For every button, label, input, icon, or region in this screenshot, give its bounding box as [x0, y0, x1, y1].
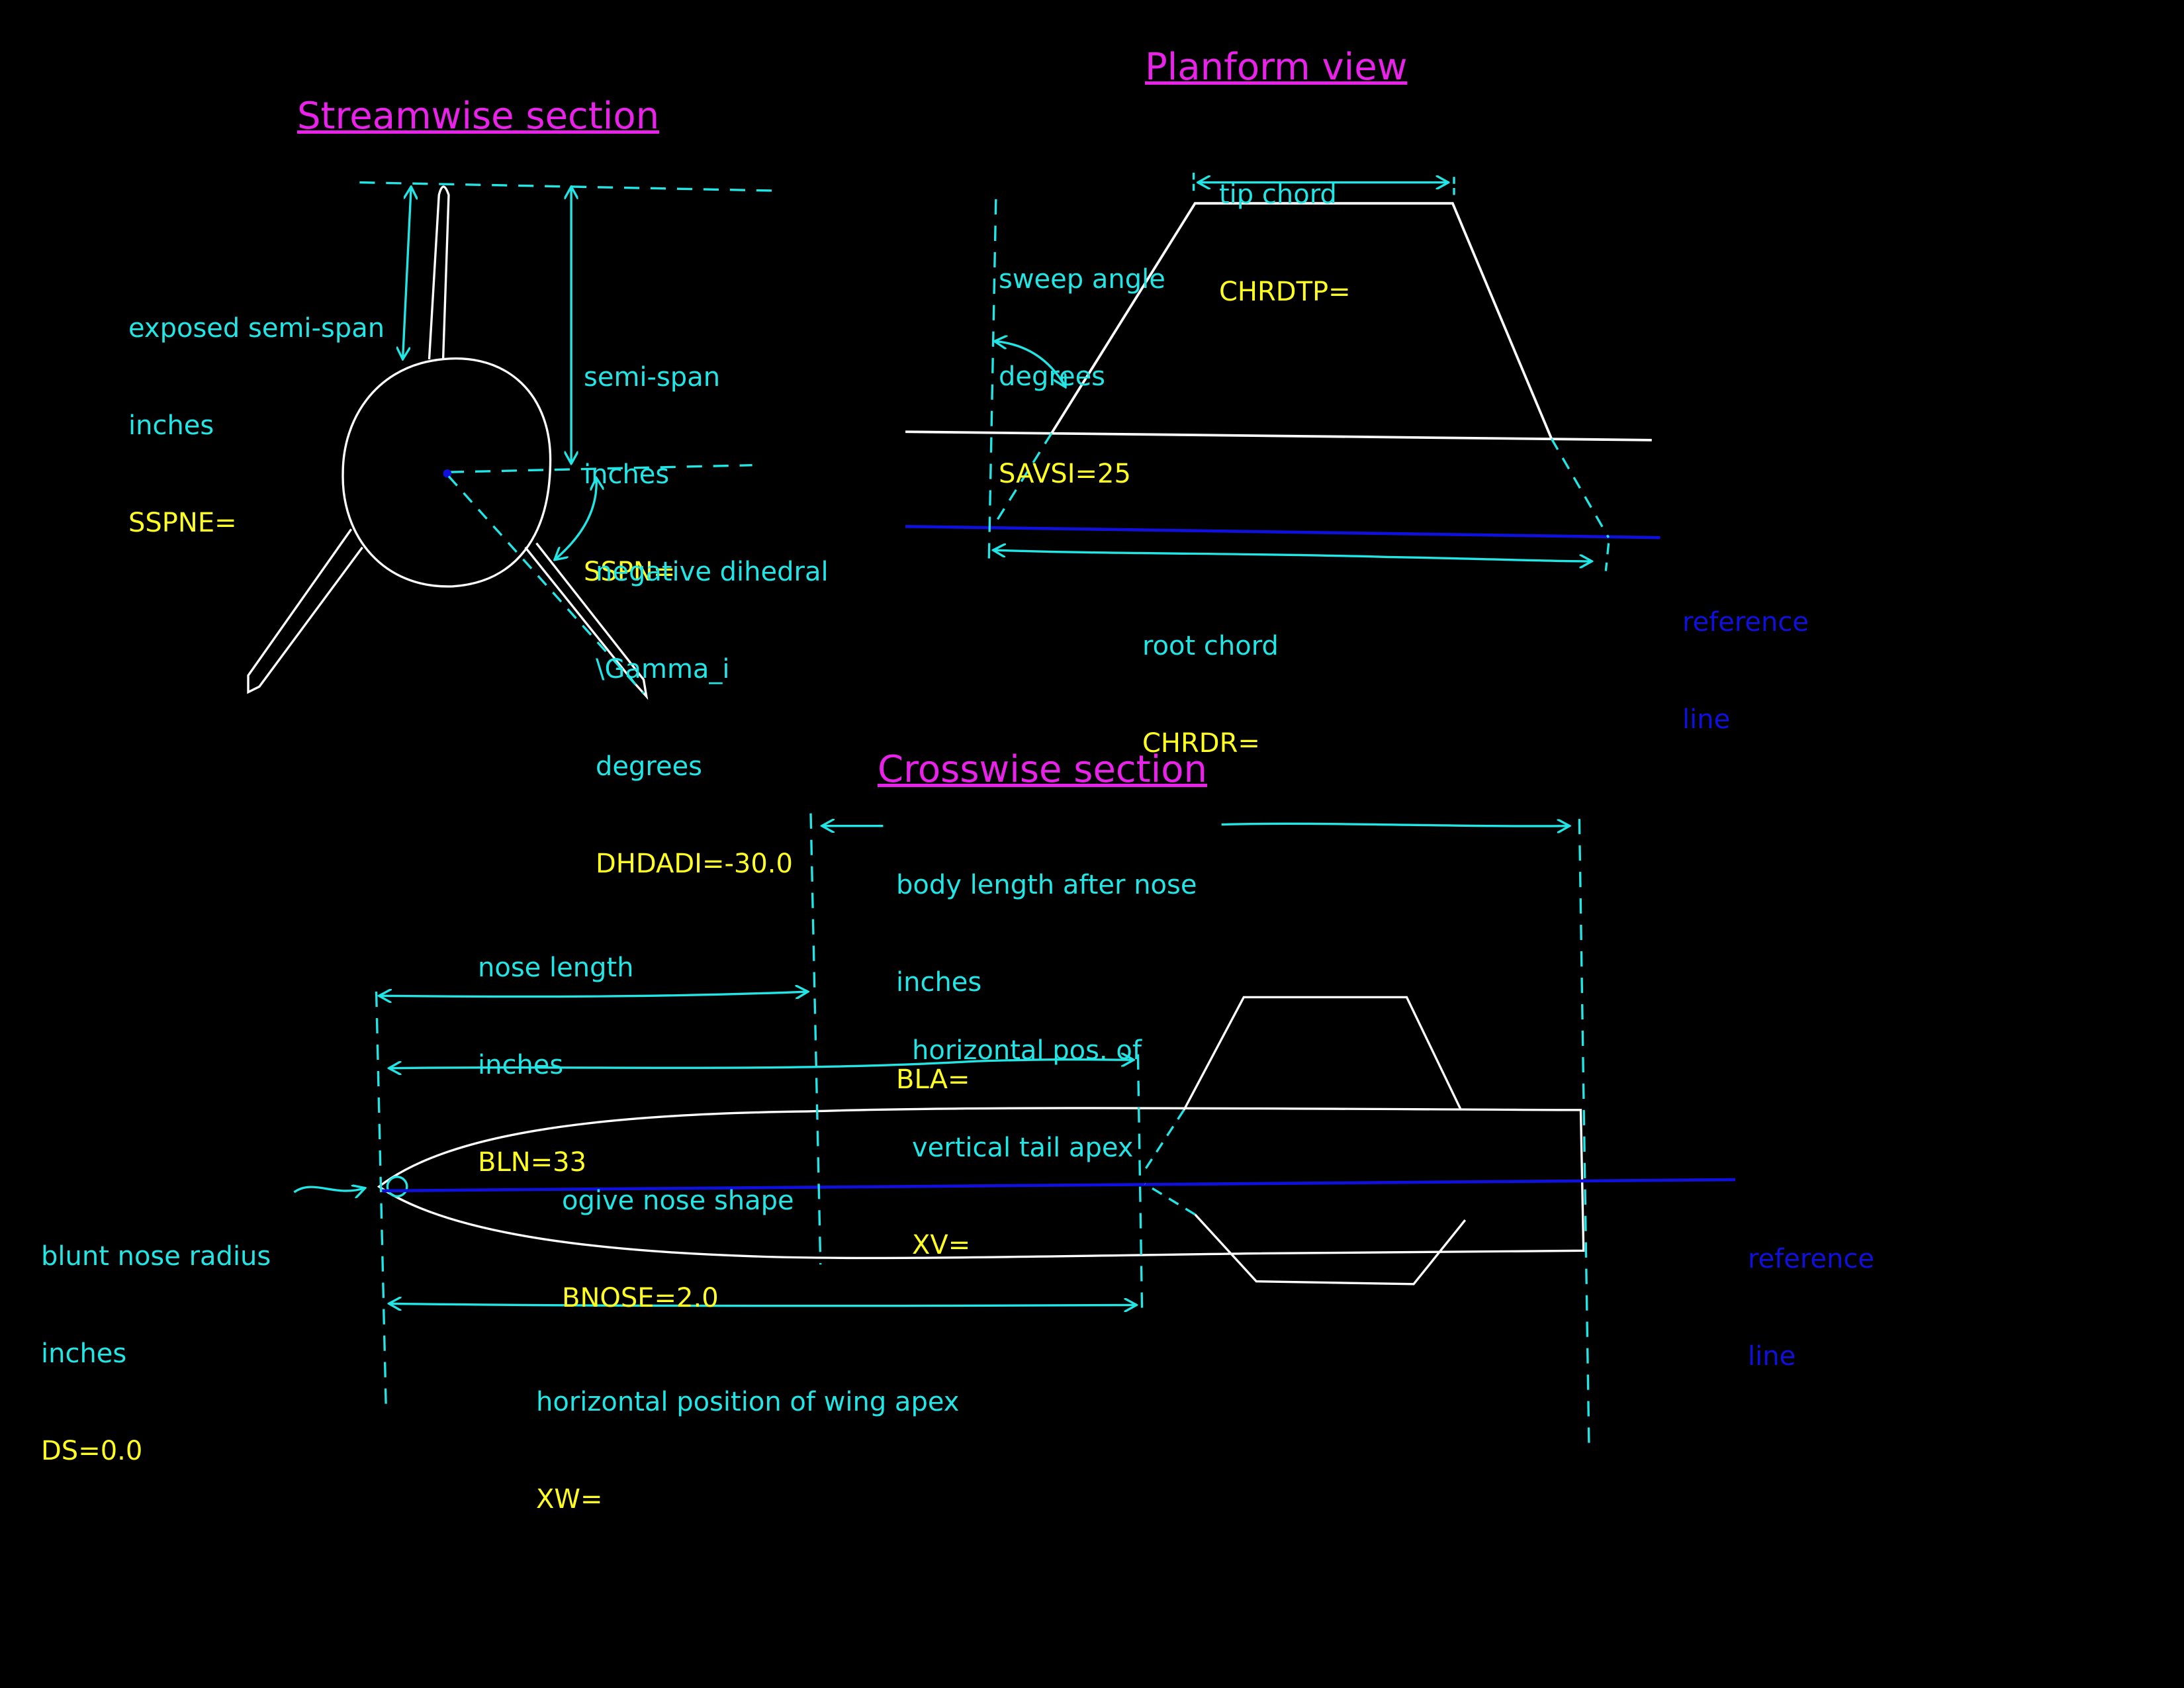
body-after-nose-arrow-right [1221, 823, 1570, 826]
trailing-edge-extension [1550, 438, 1610, 538]
wing-planform [1050, 202, 1553, 440]
body-outline [377, 1107, 1585, 1260]
center-point [443, 469, 452, 478]
body-reference-line1: reference [1748, 1244, 1874, 1274]
root-chord-arrow [993, 550, 1592, 561]
lower-left-fin [247, 528, 363, 694]
planform-title: Planform view [1145, 46, 1408, 89]
streamwise-title: Streamwise section [297, 95, 660, 138]
semispan-label: semi-span inches SSPN= [584, 297, 720, 621]
semispan-value: SSPN= [584, 557, 676, 587]
vertical-tail-label-line2: vertical tail apex [912, 1133, 1134, 1163]
nose-length-value: BLN=33 [478, 1147, 587, 1178]
tail-apex-dashed [1136, 1054, 1144, 1317]
body-side-line [905, 430, 1652, 442]
nose-length-arrow [379, 992, 808, 996]
blunt-nose-leader [293, 1187, 365, 1192]
semispan-label-line1: semi-span [584, 362, 721, 393]
root-chord-label: root chord CHRDR= [1142, 565, 1279, 792]
center-dashed-line [448, 464, 752, 473]
upper-fin [428, 185, 450, 359]
dihedral-angle-arc [555, 478, 596, 560]
semispan-label-line2: inches [584, 459, 670, 490]
sweep-angle-label-line2: degrees [999, 361, 1106, 392]
crosswise-sketch [293, 813, 1736, 1453]
wing-apex-label: horizontal position of wing apex XW= [536, 1321, 959, 1548]
streamwise-sketch [247, 181, 780, 700]
wing-apex-value: XW= [536, 1484, 603, 1515]
lower-tail [1194, 1213, 1467, 1286]
nose-length-label: nose length inches BLN=33 [478, 887, 634, 1211]
ogive-value: BNOSE=2.0 [562, 1283, 719, 1313]
planform-reference-line1: reference [1682, 607, 1809, 637]
exposed-semispan-label-line2: inches [128, 410, 214, 441]
root-right-dashed [1604, 543, 1610, 571]
wing-apex-label-line1: horizontal position of wing apex [536, 1387, 960, 1417]
nose-length-label-line1: nose length [478, 953, 634, 983]
top-span-dashed-line [359, 181, 780, 192]
lower-right-fin [524, 542, 649, 700]
vertical-tail-value: XV= [912, 1230, 971, 1260]
nose-tip-dashed [375, 991, 387, 1410]
upper-tail [1183, 996, 1463, 1111]
exposed-semispan-value: SSPNE= [128, 508, 237, 538]
blunt-nose-value: DS=0.0 [41, 1436, 143, 1466]
body-reference-line [381, 1178, 1736, 1193]
root-chord-value: CHRDR= [1142, 728, 1260, 759]
planform-sketch [905, 172, 1661, 571]
dihedral-label-line3: degrees [596, 751, 703, 782]
blunt-nose-circle [386, 1176, 408, 1197]
body-after-nose-value: BLA= [896, 1064, 970, 1095]
vertical-tail-label: horizontal pos. of vertical tail apex XV… [912, 970, 1142, 1294]
lower-tail-extension [1144, 1182, 1196, 1216]
tip-chord-value: CHRDTP= [1219, 277, 1351, 307]
crosswise-title: Crosswise section [878, 748, 1207, 791]
blunt-nose-label-line1: blunt nose radius [41, 1241, 271, 1272]
body-reference-line2: line [1748, 1341, 1796, 1372]
blunt-nose-label-line2: inches [41, 1338, 127, 1369]
vertical-tail-apex-arrow [389, 1060, 1134, 1068]
upper-tail-extension [1141, 1109, 1185, 1175]
planform-reference-label: reference line [1682, 541, 1809, 769]
fuselage-cross-section [341, 357, 552, 588]
vertical-tail-label-line1: horizontal pos. of [912, 1035, 1142, 1066]
sweep-angle-label: sweep angle degrees SAVSI=25 [999, 199, 1165, 523]
body-after-nose-label-line2: inches [896, 967, 982, 998]
sweep-angle-arc [995, 341, 1066, 387]
dihedral-label-line1: negative dihedral [596, 557, 829, 587]
exposed-semispan-label: exposed semi-span inches SSPNE= [128, 248, 385, 572]
dihedral-value: DHDADI=-30.0 [596, 849, 793, 879]
nose-length-label-line2: inches [478, 1050, 564, 1080]
ogive-label: ogive nose shape BNOSE=2.0 [562, 1120, 794, 1347]
tip-chord-label-line1: tip chord [1219, 179, 1337, 210]
tip-chord-label: tip chord CHRDTP= [1219, 114, 1351, 341]
planform-reference-line2: line [1682, 704, 1731, 735]
wing-apex-arrow [389, 1303, 1137, 1305]
exposed-semispan-label-line1: exposed semi-span [128, 313, 385, 344]
dihedral-label-line2: \Gamma_i [596, 654, 730, 684]
body-reference-label: reference line [1748, 1178, 1874, 1405]
root-chord-label-line1: root chord [1142, 631, 1279, 661]
dihedral-label: negative dihedral \Gamma_i degrees DHDAD… [596, 491, 829, 913]
dihedral-dashed-line [447, 475, 645, 694]
blunt-nose-label: blunt nose radius inches DS=0.0 [41, 1176, 271, 1500]
exposed-semispan-arrow [403, 187, 412, 359]
root-left-dashed [987, 199, 997, 560]
ogive-label-line1: ogive nose shape [562, 1186, 794, 1216]
body-after-nose-label: body length after nose inches BLA= [896, 804, 1197, 1129]
body-after-nose-label-line1: body length after nose [896, 870, 1197, 900]
leading-edge-extension [992, 432, 1053, 528]
sweep-angle-value: SAVSI=25 [999, 459, 1131, 489]
sweep-angle-label-line1: sweep angle [999, 264, 1165, 295]
planform-reference-line [905, 524, 1661, 539]
nose-end-dashed [809, 813, 822, 1265]
